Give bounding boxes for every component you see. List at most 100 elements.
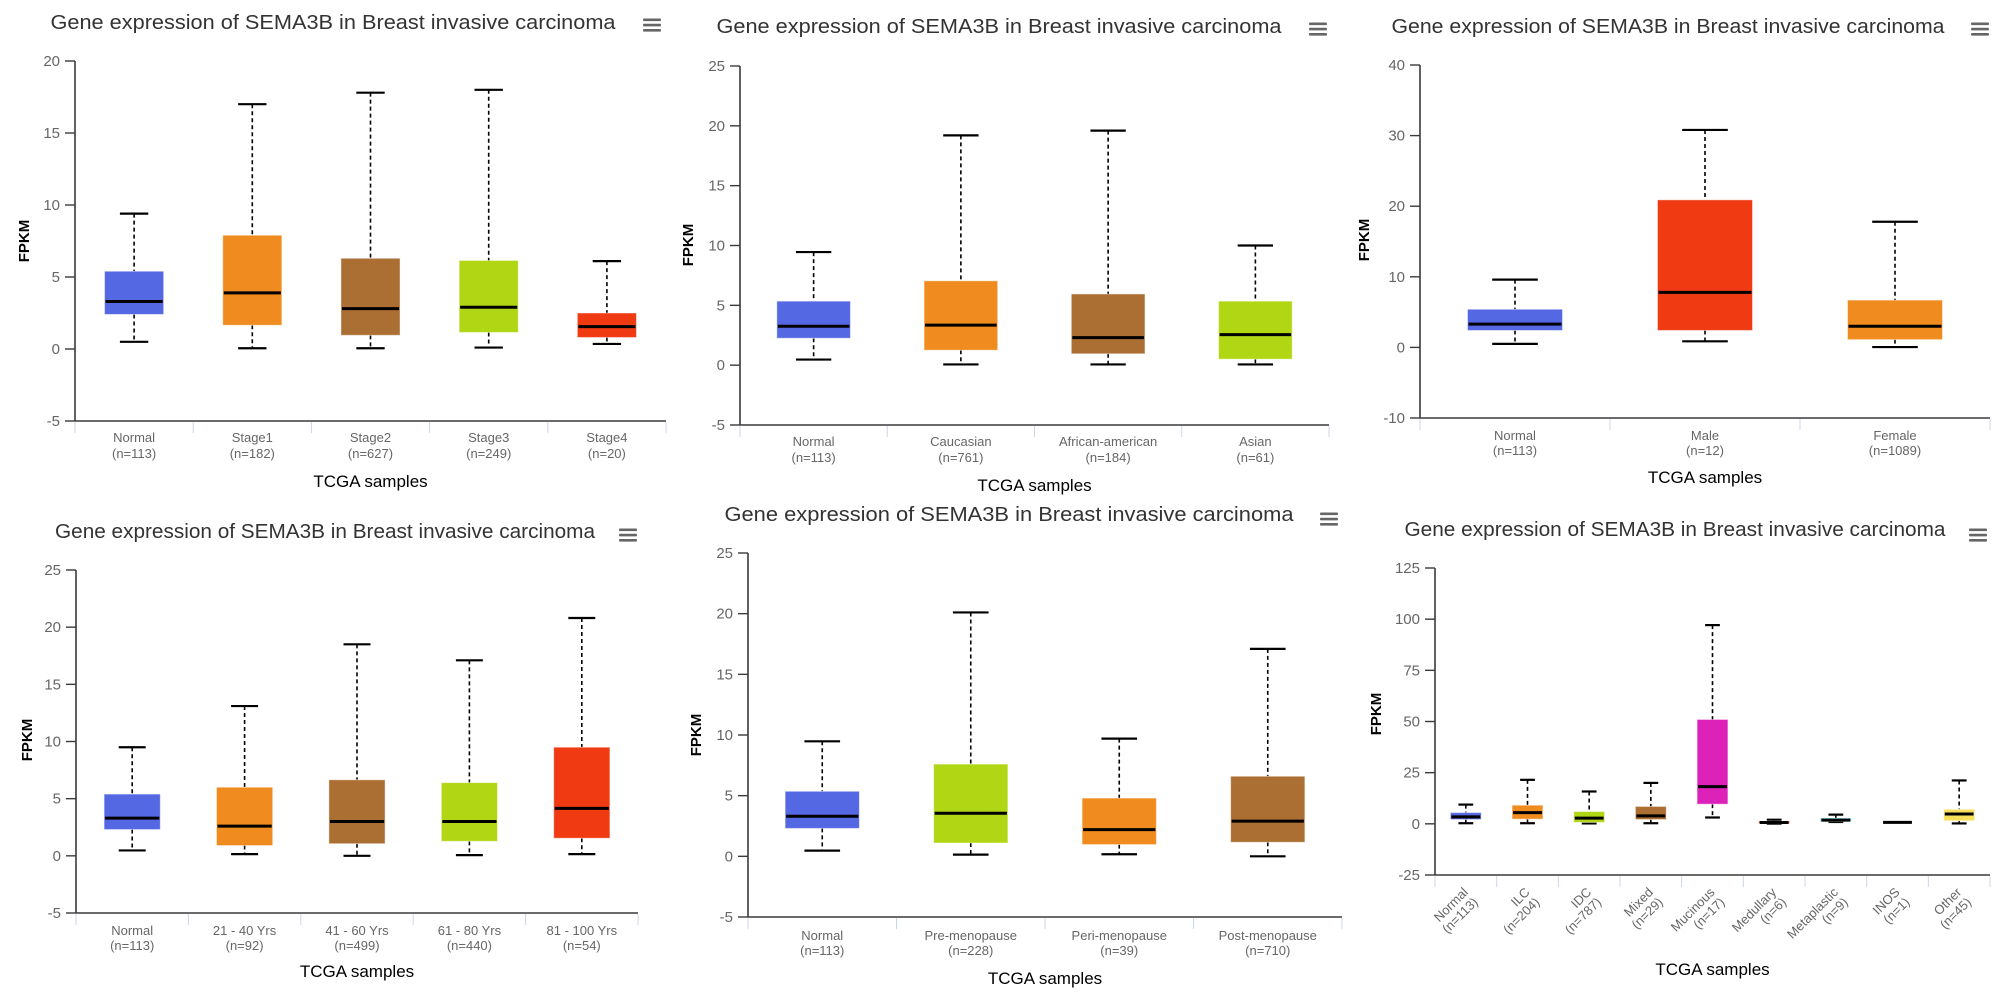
y-tick-label: 10 — [716, 727, 733, 744]
chart-menu-button[interactable] — [615, 523, 641, 547]
chart-menu-button[interactable] — [1305, 17, 1331, 41]
box-21-40-yrs[interactable] — [216, 704, 274, 856]
iqr-box — [1467, 308, 1563, 331]
hamburger-menu-icon — [1971, 22, 1989, 36]
box-male[interactable] — [1657, 128, 1753, 343]
y-tick-label: 25 — [708, 58, 725, 75]
chart-menu-button[interactable] — [1967, 17, 1993, 41]
box-ilc[interactable] — [1511, 778, 1544, 825]
box-normal[interactable] — [1467, 278, 1563, 345]
box-medullary[interactable] — [1758, 818, 1791, 825]
x-category-label: Normal — [793, 434, 835, 449]
box-asian[interactable] — [1218, 244, 1293, 366]
x-category-count: (n=440) — [447, 938, 492, 953]
y-tick-label: 10 — [43, 197, 60, 214]
y-tick-label: 0 — [53, 848, 61, 865]
x-axis-title: TCGA samples — [1648, 468, 1762, 487]
x-category-label: 41 - 60 Yrs — [325, 923, 389, 938]
x-category-label: Male — [1691, 428, 1719, 443]
chart-menu-button[interactable] — [1316, 507, 1342, 531]
chart-panel-age: Gene expression of SEMA3B in Breast inva… — [19, 521, 641, 981]
chart-menu-button[interactable] — [1965, 523, 1991, 547]
x-category-count: (n=761) — [938, 450, 983, 465]
chart-panel-cancer-stage: Gene expression of SEMA3B in Breast inva… — [16, 12, 667, 491]
box-female[interactable] — [1847, 220, 1943, 349]
x-category-label-group: Medullary(n=6) — [1729, 884, 1790, 945]
y-tick-label: 125 — [1395, 560, 1420, 577]
hamburger-menu-icon — [643, 18, 661, 32]
x-category-label: Normal — [1494, 428, 1536, 443]
box-normal[interactable] — [103, 746, 161, 852]
x-category-count: (n=12) — [1686, 443, 1724, 458]
box-41-60-yrs[interactable] — [328, 643, 386, 857]
iqr-box — [458, 259, 519, 333]
box-pre-menopause[interactable] — [933, 611, 1009, 856]
iqr-box — [1230, 775, 1306, 843]
y-tick-label: 25 — [44, 562, 61, 579]
box-normal[interactable] — [776, 250, 851, 361]
hamburger-menu-icon — [619, 528, 637, 542]
y-tick-label: 0 — [725, 848, 733, 865]
hamburger-menu-icon — [1969, 528, 1987, 542]
box-61-80-yrs[interactable] — [440, 659, 498, 857]
chart-panel-race: Gene expression of SEMA3B in Breast inva… — [680, 16, 1331, 495]
box-african-american[interactable] — [1070, 129, 1146, 366]
box-81-100-yrs[interactable] — [553, 616, 611, 856]
box-other[interactable] — [1943, 779, 1976, 825]
x-category-label-group: IDC(n=787) — [1552, 885, 1604, 937]
y-axis-title: FPKM — [1356, 219, 1373, 262]
iqr-box — [328, 779, 386, 845]
x-category-label: Stage3 — [468, 430, 509, 445]
box-mucinous[interactable] — [1696, 624, 1729, 819]
x-category-count: (n=54) — [563, 938, 601, 953]
iqr-box — [776, 300, 851, 339]
box-idc[interactable] — [1573, 790, 1606, 825]
y-axis-title: FPKM — [19, 719, 36, 762]
box-stage1[interactable] — [222, 103, 283, 350]
y-tick-label: -5 — [720, 909, 733, 926]
box-normal[interactable] — [1449, 803, 1482, 825]
chart-title: Gene expression of SEMA3B in Breast inva… — [1405, 519, 1947, 541]
y-tick-label: -5 — [48, 905, 61, 922]
x-axis-title: TCGA samples — [977, 476, 1091, 495]
y-tick-label: 75 — [1403, 662, 1420, 679]
y-tick-label: 0 — [717, 357, 725, 374]
box-post-menopause[interactable] — [1230, 647, 1306, 858]
chart-title: Gene expression of SEMA3B in Breast inva… — [55, 521, 596, 543]
y-tick-label: 5 — [53, 791, 61, 808]
box-mixed[interactable] — [1634, 781, 1667, 825]
x-category-count: (n=228) — [948, 943, 993, 958]
iqr-box — [340, 257, 401, 336]
x-category-count: (n=184) — [1086, 450, 1131, 465]
chart-panel-menopause-status: Gene expression of SEMA3B in Breast inva… — [688, 504, 1343, 988]
x-category-count: (n=627) — [348, 446, 393, 461]
x-category-label-group: Metaplastic(n=9) — [1784, 884, 1851, 951]
box-stage3[interactable] — [458, 88, 519, 349]
x-category-label: African-american — [1059, 434, 1157, 449]
hamburger-menu-icon — [1309, 22, 1327, 36]
x-category-label-group: Normal(n=113) — [1429, 884, 1481, 936]
y-tick-label: 10 — [708, 238, 725, 255]
x-category-label: 21 - 40 Yrs — [213, 923, 277, 938]
y-tick-label: 10 — [1388, 269, 1405, 286]
y-tick-label: 20 — [43, 53, 60, 70]
box-stage4[interactable] — [576, 260, 637, 346]
chart-panel-histological-subtype: Gene expression of SEMA3B in Breast inva… — [1368, 519, 1991, 979]
y-tick-label: 50 — [1403, 714, 1420, 731]
x-category-label-group: Mixed(n=29) — [1619, 885, 1666, 932]
x-category-count: (n=61) — [1236, 450, 1274, 465]
box-stage2[interactable] — [340, 91, 401, 350]
x-category-count: (n=92) — [226, 938, 264, 953]
y-tick-label: 5 — [717, 297, 725, 314]
box-normal[interactable] — [784, 740, 860, 852]
y-axis-title: FPKM — [16, 220, 33, 263]
y-tick-label: 30 — [1388, 128, 1405, 145]
box-caucasian[interactable] — [923, 134, 999, 366]
x-category-count: (n=710) — [1245, 943, 1290, 958]
y-tick-label: -10 — [1383, 410, 1405, 427]
x-category-label-group: ILC(n=204) — [1490, 885, 1542, 937]
chart-menu-button[interactable] — [639, 13, 665, 37]
box-peri-menopause[interactable] — [1081, 737, 1157, 856]
box-normal[interactable] — [104, 212, 165, 343]
box-metaplastic[interactable] — [1819, 813, 1852, 824]
